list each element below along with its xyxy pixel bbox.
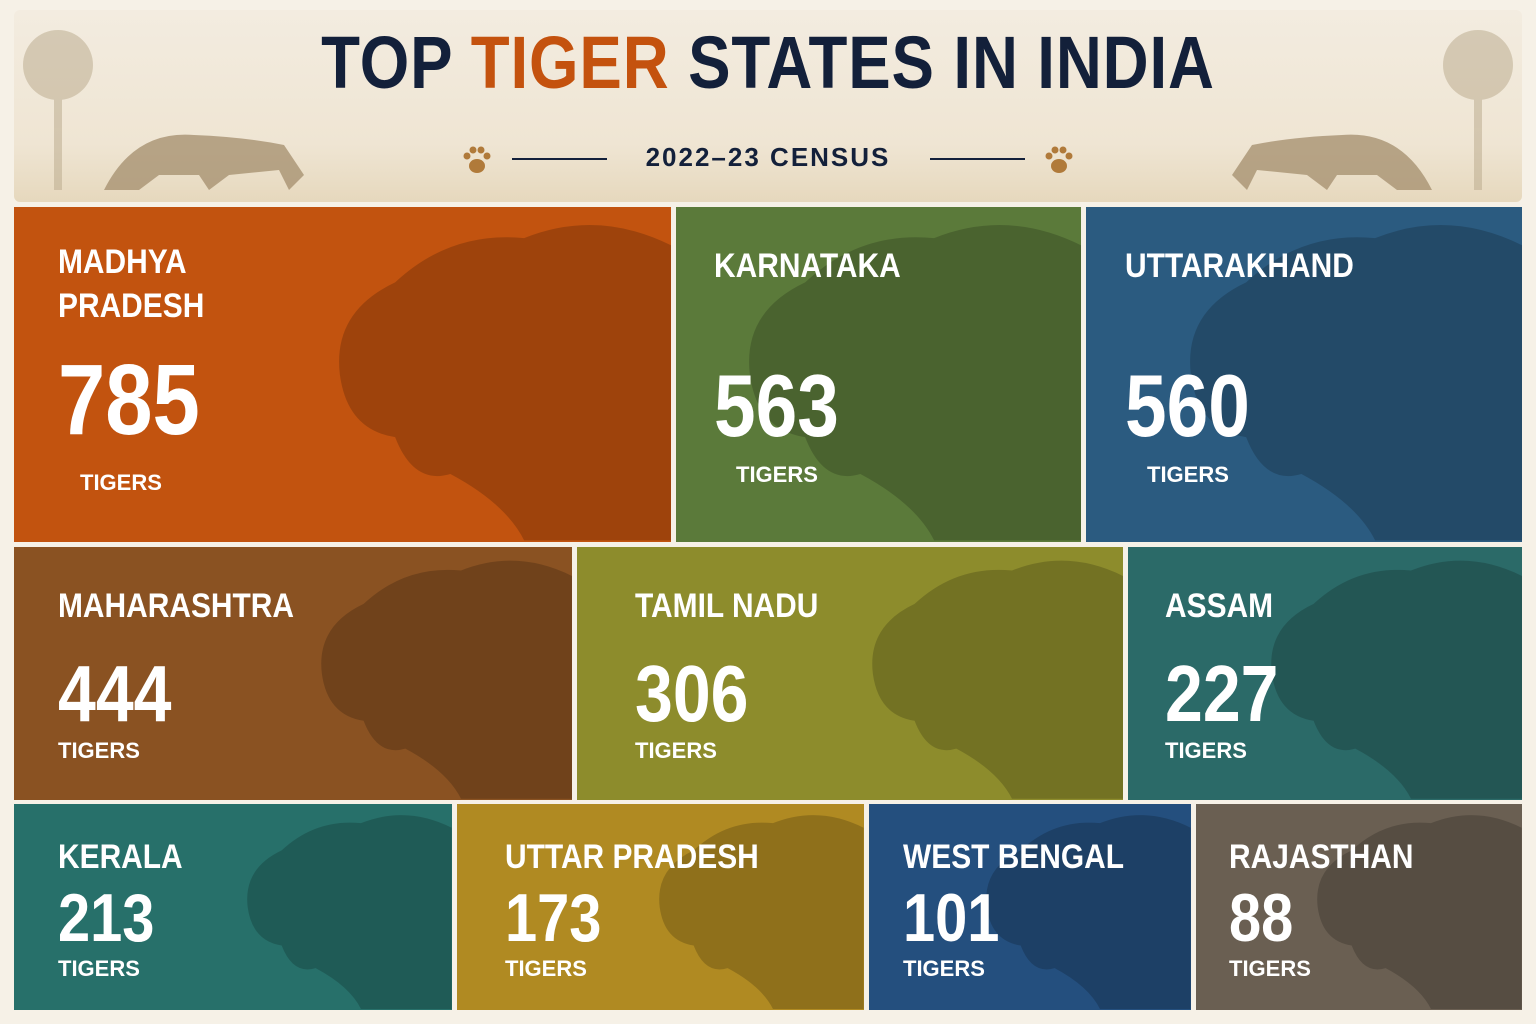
title-word: IN [934,21,1019,104]
value-label: 563 [714,356,839,455]
unit-label: TIGERS [1165,738,1247,763]
tile: WEST BENGAL 101 TIGERS [869,804,1191,1010]
divider [930,158,1025,160]
tile: MADHYA PRADESH 785 TIGERS [14,207,671,542]
paw-icon [463,146,491,173]
subtitle: 2022–23 CENSUS [645,142,891,172]
unit-label: TIGERS [635,738,717,763]
tiger-silhouette [338,225,671,541]
title-word: TOP [321,21,453,104]
value-label: 213 [58,880,155,956]
value-label: 227 [1165,649,1279,738]
state-name: ASSAM [1165,587,1274,625]
tiger-silhouette [871,560,1123,799]
tile: KARNATAKA 563 TIGERS [676,207,1081,542]
title-word: TIGER [452,21,670,104]
unit-label: TIGERS [736,462,818,487]
tiger-silhouette [659,815,864,1009]
unit-label: TIGERS [1147,462,1229,487]
tiger-silhouette [748,225,1081,541]
value-label: 101 [903,880,1000,956]
state-name: MAHARASHTRA [58,587,295,625]
tile: TAMIL NADU 306 TIGERS [577,547,1123,800]
state-name: WEST BENGAL [903,838,1125,876]
paw-icon [1045,146,1073,173]
decoration [23,30,1513,190]
state-name: MADHYA PRADESH [58,243,205,325]
tile: UTTARAKHAND 560 TIGERS [1086,207,1522,542]
tile: MAHARASHTRA 444 TIGERS [14,547,572,800]
value-label: 173 [505,880,602,956]
tiger-silhouette [320,560,572,799]
tile: RAJASTHAN 88 TIGERS [1196,804,1522,1010]
value-label: 306 [635,649,749,738]
state-name: UTTAR PRADESH [505,838,759,876]
divider [512,158,607,160]
unit-label: TIGERS [505,956,587,981]
value-label: 560 [1125,356,1250,455]
value-label: 444 [58,649,172,738]
title-word: STATES [669,21,935,104]
unit-label: TIGERS [58,738,140,763]
tiger-silhouette [986,815,1191,1009]
title-word: INDIA [1018,21,1215,104]
unit-label: TIGERS [903,956,985,981]
value-label: 785 [58,344,200,456]
unit-label: TIGERS [1229,956,1311,981]
state-name: UTTARAKHAND [1125,247,1354,285]
header-banner [14,10,1522,202]
tile: ASSAM 227 TIGERS [1128,547,1522,800]
tiger-silhouette [1317,815,1522,1009]
tiger-silhouette [247,815,452,1009]
tiger-silhouette [1189,225,1522,541]
tile: KERALA 213 TIGERS [14,804,452,1010]
tiger-silhouette [1270,560,1522,799]
tile: UTTAR PRADESH 173 TIGERS [457,804,864,1010]
title: TOP TIGER STATES IN INDIA [108,20,1429,105]
value-label: 88 [1229,880,1294,956]
state-name: KERALA [58,838,183,876]
state-name: TAMIL NADU [635,587,819,625]
state-name: KARNATAKA [714,247,901,285]
state-name: RAJASTHAN [1229,838,1414,876]
unit-label: TIGERS [58,956,140,981]
unit-label: TIGERS [80,470,162,495]
